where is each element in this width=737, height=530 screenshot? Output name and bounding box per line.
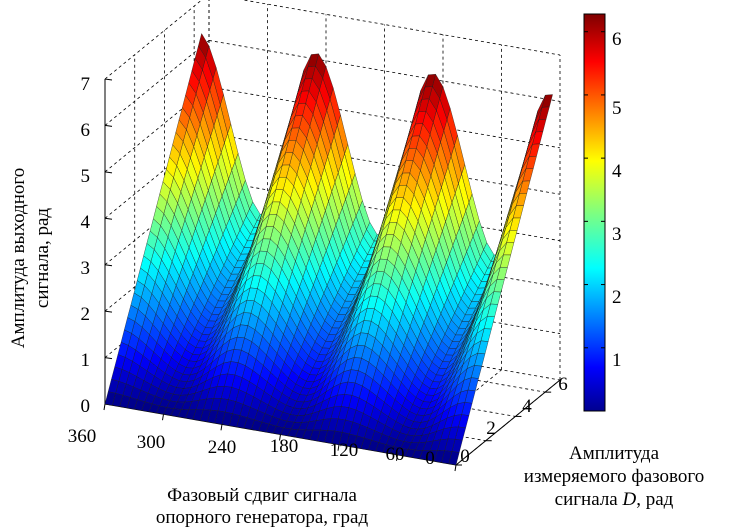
y-axis-label-line: измеряемого фазового [524,466,704,487]
z-axis-label-line: сигнала, рад [32,208,53,309]
z-tick-mark [104,171,113,174]
x-tick-mark [103,403,106,411]
colorbar-tick-label: 3 [612,224,622,245]
x-axis-label-line: опорного генератора, град [156,507,369,528]
x-axis: 360 300 240 180 120 60 0 [68,426,435,469]
x-tick-label: 180 [270,436,299,457]
y-tick-label: 6 [558,374,568,395]
y-axis-label-part: , рад [636,489,673,510]
z-tick-label: 3 [81,258,91,279]
colorbar-tick-label: 4 [612,161,622,182]
grid-line [104,86,210,173]
colorbar-tick-label: 2 [612,287,622,308]
colorbar-gradient [583,13,606,412]
colorbar-tick-label: 5 [612,98,622,119]
y-tick-label: 0 [460,446,470,467]
x-tick-mark [162,414,164,421]
x-tick-label: 360 [68,426,97,447]
x-tick-mark [396,454,398,461]
x-axis-label-line: Фазовый сдвиг сигнала [167,485,357,506]
grid-line [104,40,210,126]
colorbar: 1 2 3 4 5 6 [583,13,622,412]
z-tick-label: 1 [81,350,91,371]
y-axis: 0 2 4 6 [460,374,568,467]
colorbar-tick-label: 1 [612,350,622,371]
grid-line [241,0,561,56]
x-tick-label: 120 [330,440,359,461]
grid-line [104,132,210,219]
z-tick-mark [104,357,113,360]
grid-line [208,272,561,334]
x-tick-mark [279,434,281,441]
x-tick-mark [454,464,457,472]
y-axis-label-symbol: D [621,489,636,510]
z-tick-label: 4 [81,212,91,233]
y-axis-line [455,379,561,466]
z-tick-mark [104,310,113,313]
x-tick-mark [337,444,340,451]
x-axis-label: Фазовый сдвиг сигнала опорного генератор… [156,485,369,528]
colorbar-ticks [584,31,605,349]
y-axis-label: Амплитуда измеряемого фазового сигнала D… [524,443,704,510]
z-tick-label: 6 [81,120,91,141]
grid-line [104,0,203,80]
z-tick-mark [104,124,113,127]
y-tick-label: 4 [522,396,532,417]
z-axis-label-line: Амплитуда выходного [8,168,29,348]
surface-plot [104,33,553,466]
z-tick-label: 7 [81,74,91,95]
colorbar-tick-label: 6 [612,29,622,50]
y-axis-label-line: сигнала D, рад [555,489,674,510]
z-tick-mark [104,78,113,81]
z-axis: 0 1 2 3 4 5 6 7 [81,74,91,417]
z-tick-mark [104,264,113,267]
x-tick-label: 240 [208,437,237,458]
grid-line [194,330,546,393]
y-axis-label-line: Амплитуда [569,443,660,464]
x-tick-label: 300 [137,432,166,453]
y-tick-label: 2 [486,418,496,439]
grid-line [208,132,561,195]
grid-line [208,86,561,149]
x-tick-label: 0 [425,448,435,469]
y-axis-label-part: сигнала [555,489,619,510]
z-axis-label: Амплитуда выходного сигнала, рад [8,168,53,348]
x-tick-label: 60 [386,444,405,465]
z-tick-label: 5 [81,166,91,187]
x-tick-mark [220,424,223,431]
z-tick-label: 2 [81,304,91,325]
surface-patch [104,391,116,406]
z-tick-label: 0 [81,396,91,417]
z-tick-mark [104,217,113,220]
